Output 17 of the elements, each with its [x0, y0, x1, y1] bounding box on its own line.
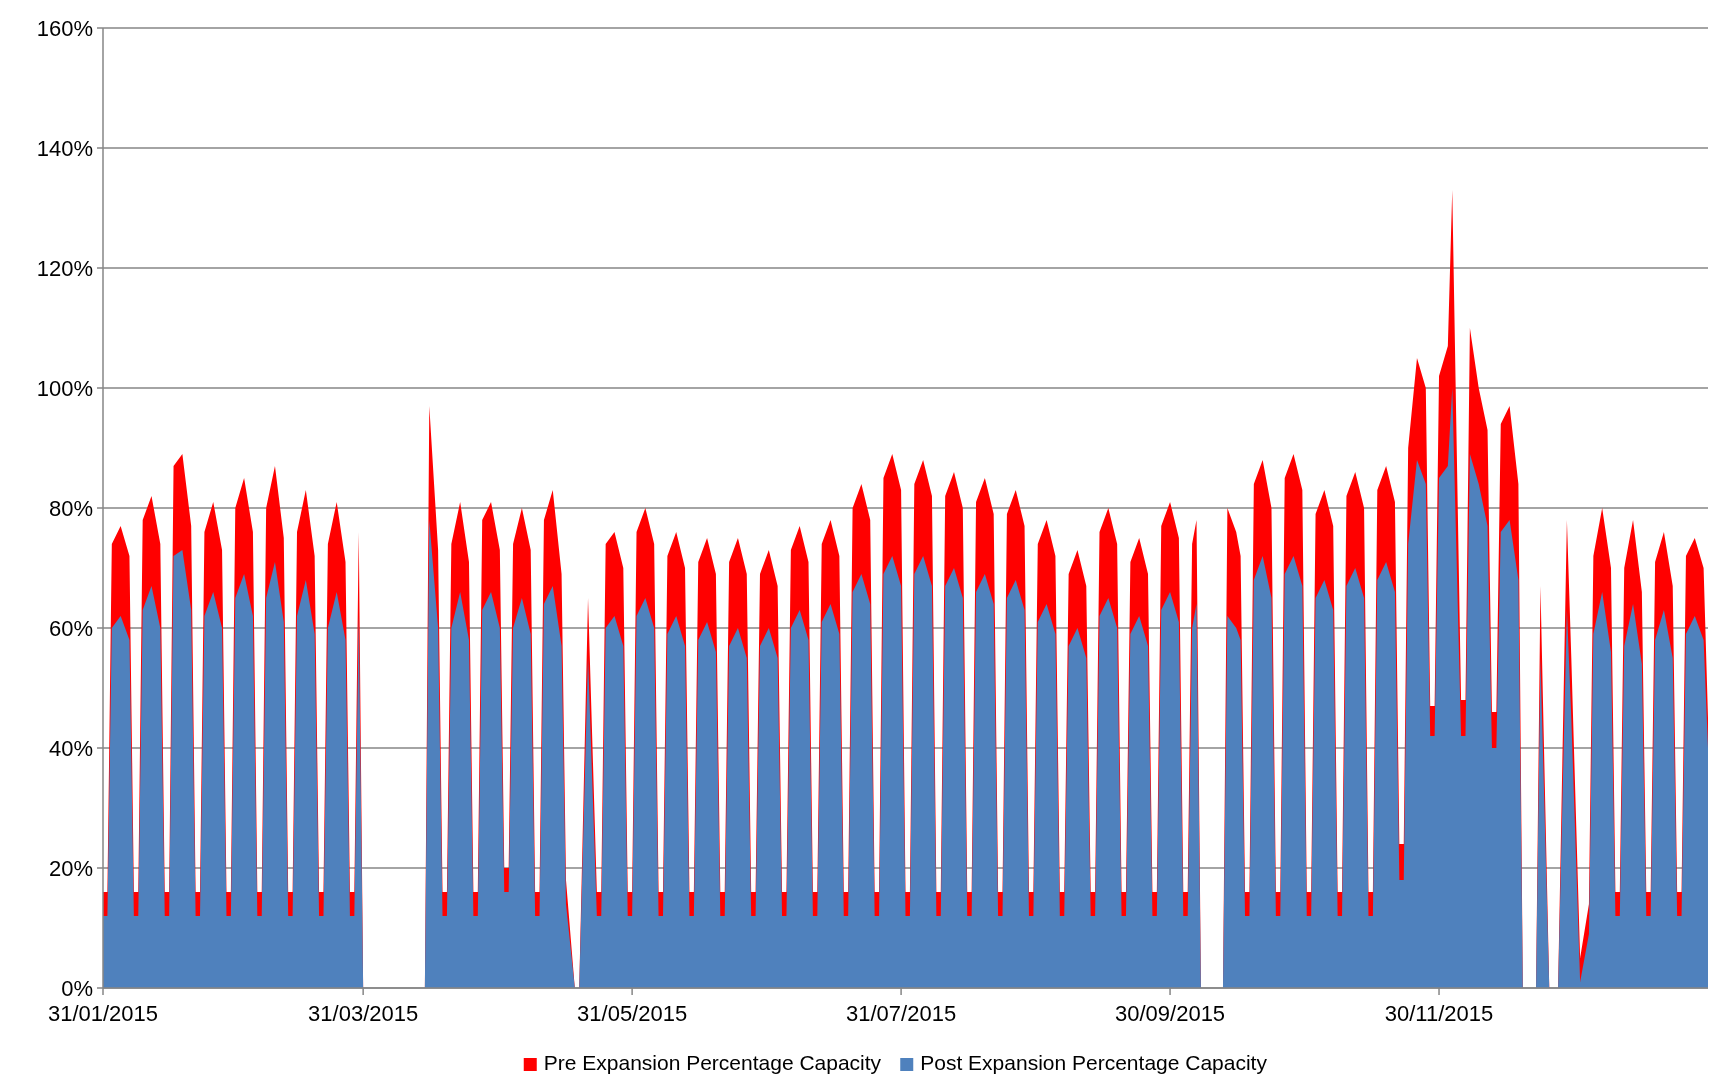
x-tick-label: 31/03/2015: [308, 1001, 419, 1026]
y-tick-label: 160%: [36, 15, 93, 41]
y-tick-label: 60%: [48, 615, 93, 641]
x-tick-label: 30/11/2015: [1384, 1001, 1494, 1026]
y-tick-label: 140%: [36, 135, 93, 161]
legend-label: Post Expansion Percentage Capacity: [920, 1051, 1268, 1074]
y-tick-label: 20%: [48, 855, 93, 881]
x-tick-label: 31/05/2015: [577, 1001, 688, 1026]
x-tick-label: 31/01/2015: [47, 1001, 159, 1026]
legend-label: Pre Expansion Percentage Capacity: [543, 1051, 882, 1074]
x-tick-label: 31/07/2015: [846, 1001, 957, 1026]
y-tick-label: 80%: [48, 495, 93, 521]
y-tick-label: 40%: [48, 735, 93, 761]
y-tick-label: 0%: [61, 975, 93, 1001]
x-tick-label: 30/09/2015: [1115, 1001, 1226, 1026]
y-tick-label: 120%: [36, 255, 93, 281]
y-tick-label: 100%: [36, 375, 93, 401]
